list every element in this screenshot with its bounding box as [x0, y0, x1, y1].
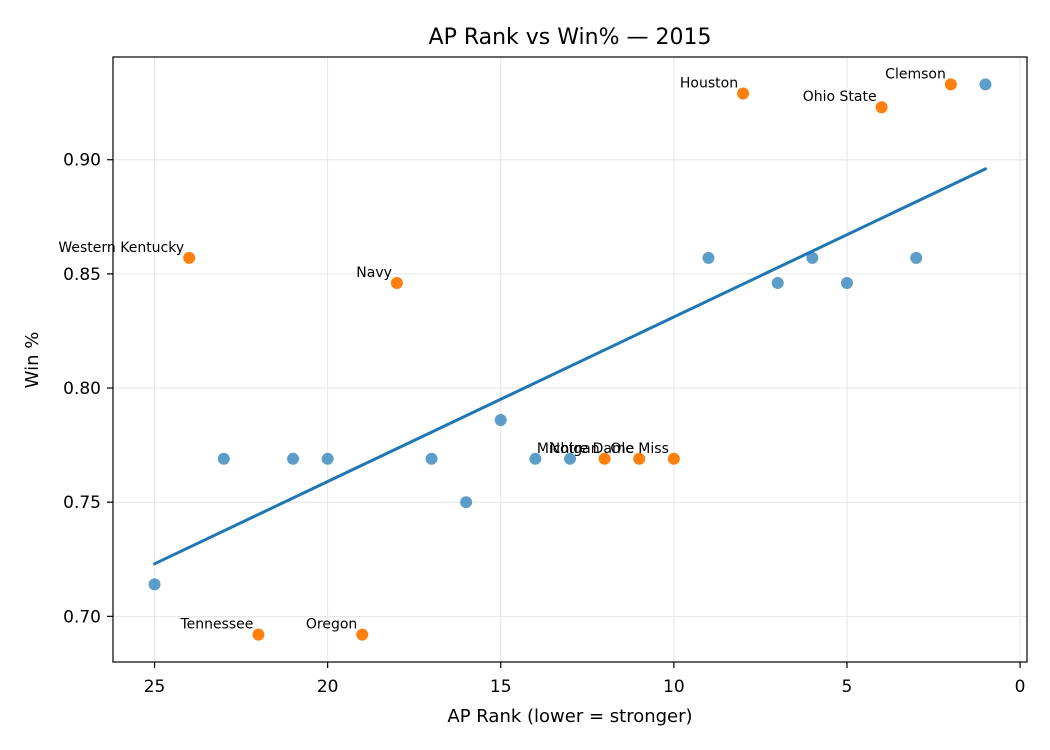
- y-tick-label: 0.70: [63, 607, 101, 627]
- x-tick-label: 20: [317, 677, 339, 697]
- highlight-point: [633, 452, 646, 465]
- point-label: Clemson: [885, 66, 946, 82]
- x-tick-label: 15: [490, 677, 512, 697]
- data-point: [979, 78, 992, 91]
- x-tick-label: 0: [1015, 677, 1026, 697]
- point-label: Michigan: [537, 441, 600, 457]
- highlight-point: [667, 452, 680, 465]
- data-point: [148, 578, 161, 591]
- trendline-group: [153, 167, 987, 566]
- points-group: [148, 78, 992, 641]
- point-label: Tennessee: [179, 617, 253, 633]
- chart-title: AP Rank vs Win% — 2015: [429, 25, 712, 50]
- y-axis-label: Win %: [22, 332, 43, 389]
- highlight-point: [598, 452, 611, 465]
- trend-line: [153, 167, 987, 566]
- data-point: [460, 496, 473, 509]
- highlight-point: [183, 251, 196, 264]
- grid-lines: [113, 57, 1027, 662]
- highlight-point: [737, 87, 750, 100]
- point-label: Western Kentucky: [58, 240, 184, 256]
- data-point: [529, 452, 542, 465]
- y-tick-label: 0.90: [63, 151, 101, 171]
- data-point: [494, 414, 507, 426]
- point-label: Houston: [680, 76, 738, 92]
- highlight-point: [356, 628, 369, 641]
- data-point: [840, 277, 853, 290]
- highlight-point: [252, 628, 265, 641]
- x-axis-label: AP Rank (lower = stronger): [447, 706, 692, 727]
- data-point: [564, 452, 576, 465]
- point-label: Navy: [356, 265, 392, 281]
- y-tick-label: 0.80: [63, 379, 101, 399]
- data-point: [287, 452, 300, 465]
- point-label: Ole Miss: [610, 441, 669, 457]
- data-point: [910, 251, 923, 264]
- data-point: [771, 277, 784, 290]
- data-point: [806, 251, 819, 264]
- point-label: Notre Dame: [550, 441, 635, 457]
- x-tick-label: 10: [663, 677, 685, 697]
- plot-frame: [112, 56, 1028, 663]
- y-tick-label: 0.75: [63, 493, 101, 513]
- point-label: Oregon: [306, 617, 357, 633]
- point-label: Ohio State: [803, 89, 877, 105]
- data-point: [217, 452, 230, 465]
- data-point: [321, 452, 334, 465]
- data-point: [702, 251, 715, 264]
- y-tick-label: 0.85: [63, 265, 101, 285]
- highlight-point: [390, 277, 403, 290]
- y-axis-ticks: 0.70 0.75 0.80 0.85 0.90: [63, 151, 113, 627]
- x-tick-label: 25: [144, 677, 166, 697]
- x-axis-ticks: 25 20 15 10 5 0: [144, 662, 1026, 697]
- highlight-point: [875, 101, 888, 114]
- highlight-point: [944, 78, 957, 91]
- x-tick-label: 5: [842, 677, 853, 697]
- data-point: [425, 452, 438, 465]
